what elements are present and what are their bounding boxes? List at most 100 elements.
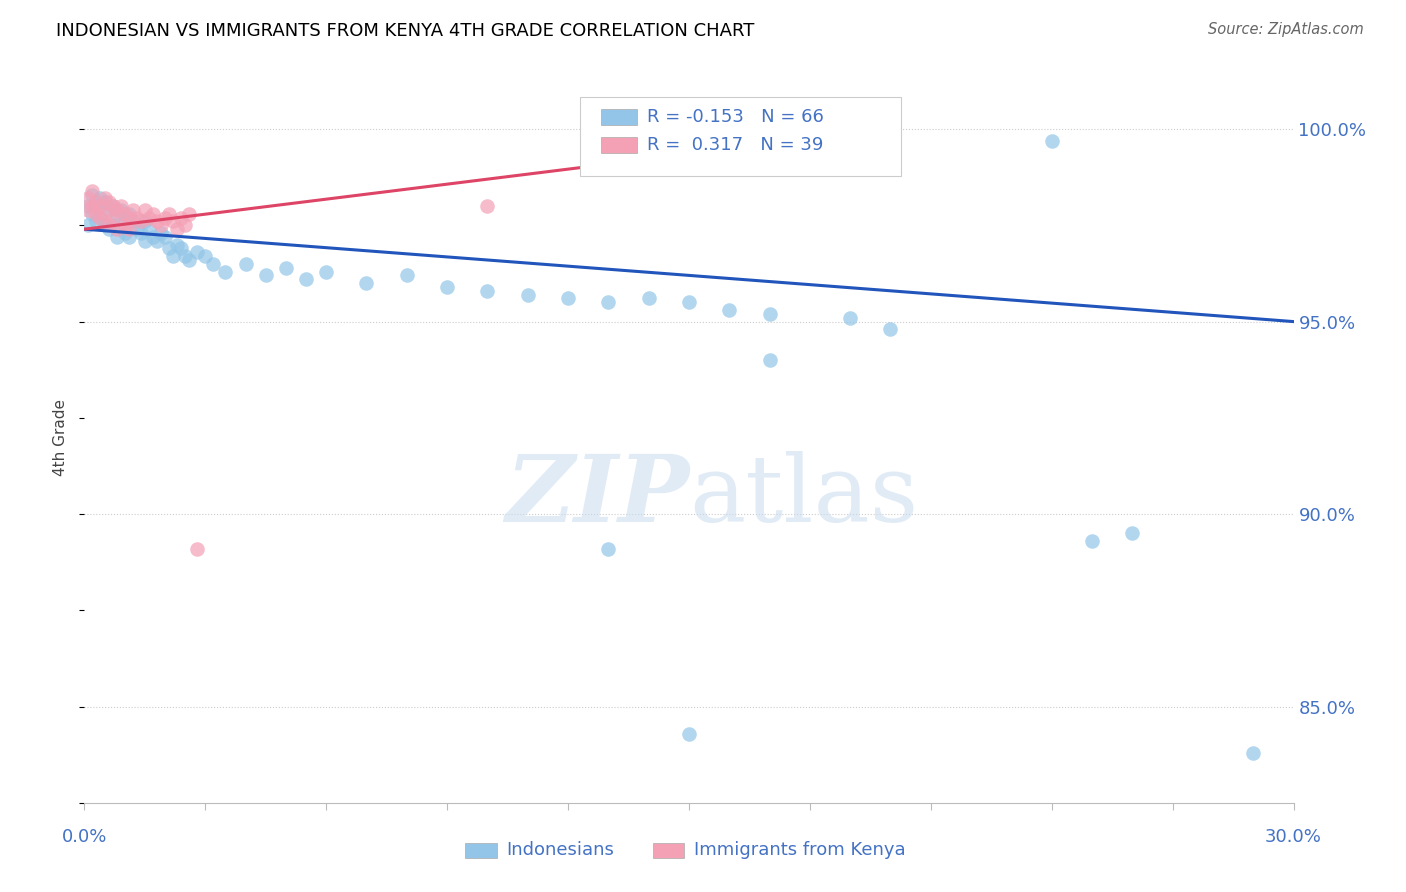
Point [637,292,659,306]
Point [114,226,136,240]
Point [295,272,318,286]
Point [114,207,136,221]
Point [118,211,141,225]
Point [86,195,108,210]
Point [77,199,100,213]
Point [105,230,128,244]
Point [101,199,124,213]
Point [557,292,579,306]
Point [879,126,901,140]
Point [82,187,104,202]
Point [82,199,104,213]
Point [174,249,197,263]
Point [235,257,257,271]
Text: R =  0.317   N = 39: R = 0.317 N = 39 [647,136,823,154]
Point [101,211,124,225]
Text: Source: ZipAtlas.com: Source: ZipAtlas.com [1208,22,1364,37]
Point [516,287,538,301]
Point [356,276,378,290]
Point [162,214,184,228]
Text: Indonesians: Indonesians [506,841,614,859]
Point [86,214,108,228]
Point [477,284,499,298]
Point [186,541,208,556]
Point [166,222,188,236]
Point [82,184,104,198]
Point [93,219,115,233]
Point [166,237,188,252]
Point [125,222,148,236]
Point [93,195,115,210]
Point [758,307,780,321]
Point [138,222,160,236]
Point [93,191,115,205]
Point [134,234,156,248]
Point [149,226,172,240]
Point [97,202,120,217]
Bar [465,843,496,858]
Point [202,257,225,271]
Point [118,230,141,244]
Point [879,322,901,336]
Point [142,230,165,244]
Point [146,234,169,248]
Point [118,207,141,221]
Point [82,207,104,221]
Point [114,219,136,233]
Point [89,211,111,225]
Point [153,211,176,225]
Point [598,295,620,310]
Point [157,242,180,256]
Point [110,199,132,213]
Point [77,219,100,233]
Text: INDONESIAN VS IMMIGRANTS FROM KENYA 4TH GRADE CORRELATION CHART: INDONESIAN VS IMMIGRANTS FROM KENYA 4TH … [56,22,755,40]
Point [157,207,180,221]
Point [1081,534,1104,549]
Point [134,214,156,228]
Point [110,202,132,217]
Point [129,214,152,228]
Point [77,202,100,217]
Point [678,726,700,740]
Point [162,249,184,263]
Point [97,195,120,210]
FancyBboxPatch shape [581,97,901,176]
Point [77,191,100,205]
Point [105,202,128,217]
Point [1241,746,1264,760]
Point [89,199,111,213]
Point [274,260,297,275]
Point [839,310,862,325]
Point [101,199,124,213]
Text: Immigrants from Kenya: Immigrants from Kenya [693,841,905,859]
Point [436,280,458,294]
Point [758,353,780,368]
Text: R = -0.153   N = 66: R = -0.153 N = 66 [647,108,824,126]
Point [598,541,620,556]
Point [93,207,115,221]
Point [718,303,741,318]
Bar [652,843,685,858]
Point [86,199,108,213]
Point [125,211,148,225]
Bar [600,137,637,153]
Y-axis label: 4th Grade: 4th Grade [53,399,69,475]
Point [121,202,143,217]
Point [170,211,193,225]
Point [134,202,156,217]
Point [105,222,128,236]
Point [118,222,141,236]
Point [179,252,201,267]
Point [86,207,108,221]
Point [153,230,176,244]
Point [146,214,169,228]
Text: atlas: atlas [689,450,918,541]
Point [395,268,418,283]
Point [186,245,208,260]
Point [477,199,499,213]
Point [129,226,152,240]
Bar [600,109,637,125]
Point [101,219,124,233]
Point [1121,526,1143,541]
Point [97,222,120,236]
